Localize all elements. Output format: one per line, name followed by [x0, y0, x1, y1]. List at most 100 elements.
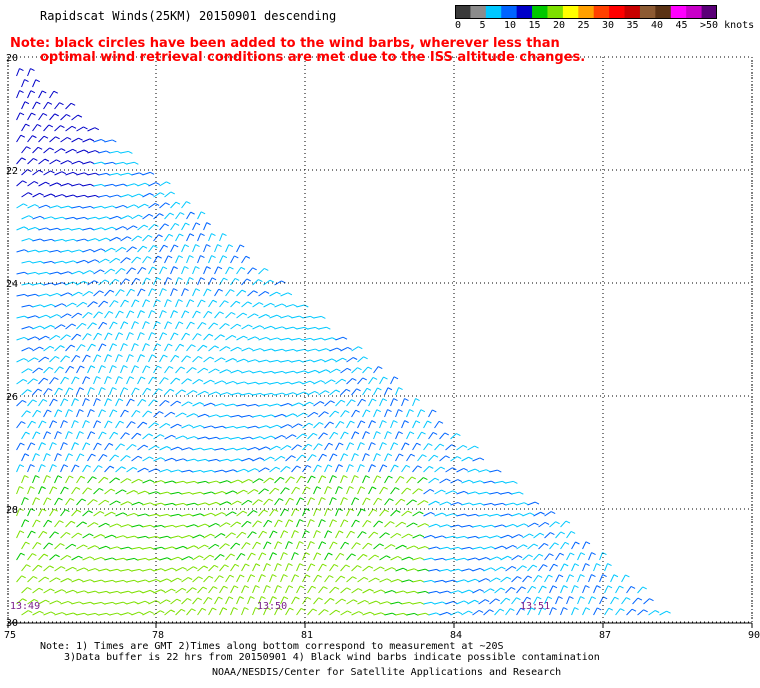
wind-barb	[186, 587, 197, 594]
wind-barb-staff	[527, 564, 534, 572]
wind-barb	[131, 299, 140, 308]
wind-barb	[54, 566, 66, 572]
wind-barb-staff	[27, 90, 32, 99]
wind-barb-staff	[49, 531, 56, 539]
wind-barb-staff	[280, 381, 289, 385]
wind-barb-staff	[27, 357, 35, 363]
wind-barb-flag	[620, 608, 625, 612]
wind-barb-staff	[32, 101, 37, 110]
wind-barb	[153, 411, 164, 418]
wind-barb-flag	[552, 585, 558, 589]
wind-barb-flag	[507, 555, 512, 559]
wind-barb-staff	[335, 357, 343, 363]
wind-barb-staff	[27, 226, 36, 231]
wind-barb-flag	[280, 455, 286, 459]
wind-barb	[214, 512, 226, 517]
wind-barb-staff	[549, 585, 554, 594]
wind-barb-staff	[225, 596, 230, 605]
wind-barb	[252, 436, 265, 440]
wind-barb-staff	[412, 601, 421, 605]
wind-barb-flag	[133, 601, 139, 605]
wind-barb-staff	[357, 377, 364, 385]
wind-barb-flag	[36, 519, 41, 523]
wind-barb-staff	[439, 432, 446, 440]
wind-barb	[87, 259, 100, 264]
wind-barb-staff	[434, 443, 441, 451]
wind-barb	[362, 519, 372, 528]
wind-barb-staff	[76, 498, 83, 506]
wind-barb-staff	[186, 502, 195, 506]
wind-barb-staff	[93, 511, 101, 517]
wind-barb-staff	[148, 557, 157, 561]
wind-barb	[126, 466, 138, 473]
wind-barb-staff	[131, 193, 140, 198]
wind-barb-flag	[497, 535, 502, 539]
wind-barb-staff	[120, 215, 129, 220]
wind-barb	[16, 464, 25, 473]
wind-barb-flag	[484, 599, 490, 602]
wind-barb-flag	[281, 413, 287, 417]
wind-barb	[428, 500, 440, 506]
wind-barb-flag	[457, 611, 463, 615]
wind-barb-staff	[98, 172, 107, 176]
wind-barb	[401, 601, 414, 605]
wind-barb-flag	[364, 600, 369, 603]
wind-barb	[599, 574, 607, 583]
wind-barb-flag	[229, 266, 234, 270]
wind-barb-flag	[344, 541, 350, 545]
wind-barb-staff	[16, 552, 22, 561]
wind-barb-staff	[280, 445, 288, 451]
wind-barb-staff	[131, 432, 138, 440]
wind-barb-staff	[362, 388, 368, 396]
wind-barb-staff	[98, 343, 103, 352]
wind-barb-flag	[49, 345, 55, 349]
wind-barb-flag	[108, 442, 114, 446]
wind-barb-staff	[313, 315, 322, 319]
wind-barb-flag	[376, 409, 381, 413]
wind-barb	[214, 244, 222, 253]
wind-barb-flag	[347, 346, 352, 350]
wind-barb-flag	[66, 554, 72, 558]
wind-barb	[219, 585, 228, 594]
wind-barb	[197, 255, 205, 264]
wind-barb-staff	[76, 453, 81, 462]
wind-barb-flag	[257, 520, 262, 524]
wind-barb-flag	[230, 289, 235, 293]
wind-barb	[313, 443, 323, 451]
wind-barb-flag	[393, 376, 399, 380]
wind-barb-flag	[144, 600, 150, 604]
wind-barb-flag	[517, 576, 522, 579]
wind-barb	[203, 575, 214, 583]
wind-barb-staff	[390, 487, 396, 495]
wind-barb-staff	[65, 102, 72, 110]
wind-barb-flag	[187, 577, 193, 580]
wind-barb	[65, 148, 77, 154]
wind-barb-staff	[153, 321, 157, 330]
wind-barb-staff	[175, 458, 184, 462]
wind-barb	[291, 381, 304, 385]
wind-barb-staff	[164, 255, 169, 264]
wind-barb	[60, 313, 72, 319]
wind-barb-flag	[402, 567, 408, 571]
wind-barb-flag	[124, 409, 129, 413]
wind-barb-staff	[76, 590, 85, 594]
wind-barb-staff	[461, 610, 469, 616]
wind-barb	[489, 535, 502, 539]
wind-barb-staff	[175, 480, 184, 484]
wind-barb	[368, 600, 381, 605]
wind-barb-flag	[101, 387, 106, 390]
wind-barb-staff	[549, 542, 556, 550]
wind-barb	[456, 513, 469, 517]
wind-barb	[16, 180, 27, 187]
wind-barb-staff	[93, 332, 99, 341]
wind-barb-staff	[285, 541, 289, 550]
wind-barb	[164, 233, 174, 242]
wind-barb-flag	[224, 300, 229, 304]
wind-barb-flag	[310, 563, 316, 567]
wind-barb-flag	[41, 420, 47, 424]
wind-barb-flag	[435, 500, 440, 504]
wind-barb	[401, 398, 409, 407]
wind-barb-staff	[423, 534, 432, 539]
wind-barb	[280, 445, 292, 451]
wind-barb	[379, 398, 388, 407]
